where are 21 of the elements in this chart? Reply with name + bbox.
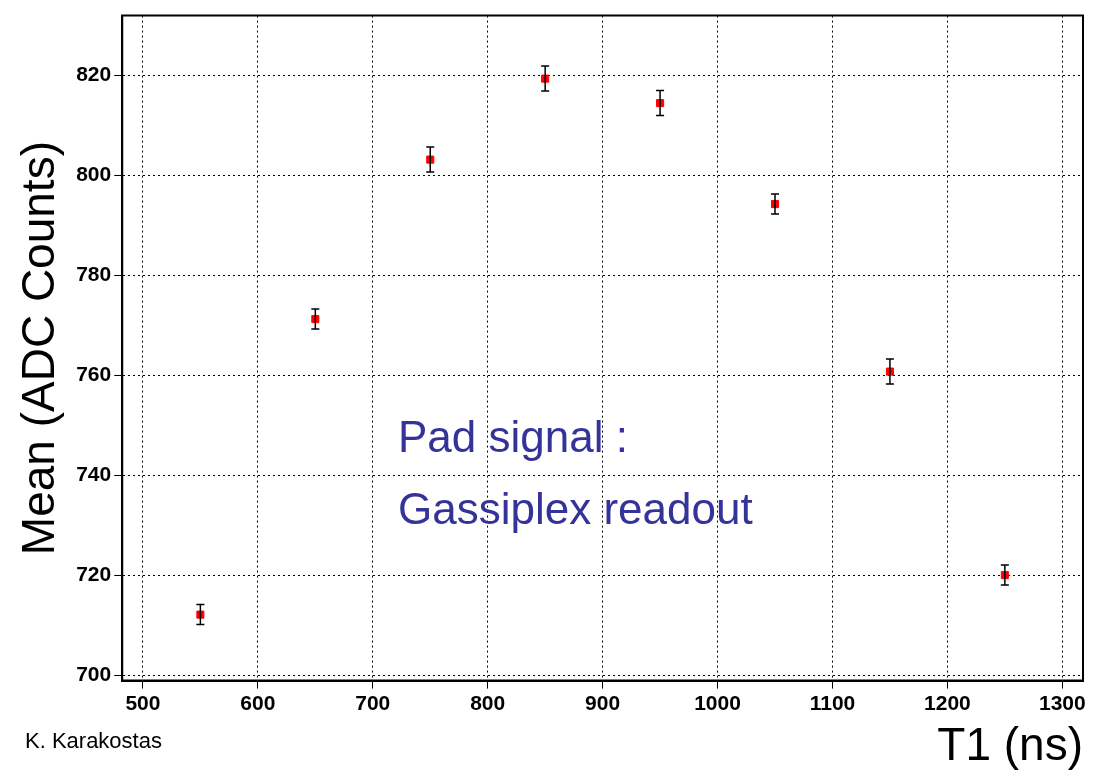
x-tick-label: 1100 <box>809 691 856 714</box>
x-tick-label: 500 <box>125 691 161 714</box>
text: K. Karakostas <box>25 728 162 754</box>
x-tick-label: 700 <box>355 691 391 714</box>
annotation: Pad signal : <box>398 412 628 462</box>
y-tick-label: 820 <box>76 62 112 86</box>
y-tick-label: 760 <box>76 362 112 386</box>
y-tick-label: 740 <box>76 462 112 486</box>
x-tick-label: 1000 <box>694 691 741 714</box>
y-tick-label: 800 <box>76 162 112 186</box>
annotation: Gassiplex readout <box>398 484 753 534</box>
x-tick-label: 900 <box>585 691 621 714</box>
x-tick-label: 1200 <box>924 691 971 714</box>
y-tick-label: 780 <box>76 262 112 286</box>
x-tick-label: 600 <box>240 691 276 714</box>
y-tick-label: 700 <box>76 662 112 686</box>
x-axis-title: T1 (ns) <box>937 718 1083 771</box>
x-tick-label: 800 <box>470 691 506 714</box>
y-axis-title: Mean (ADC Counts) <box>12 141 65 556</box>
x-tick-label: 1300 <box>1038 691 1086 714</box>
y-tick-label: 720 <box>76 562 112 586</box>
